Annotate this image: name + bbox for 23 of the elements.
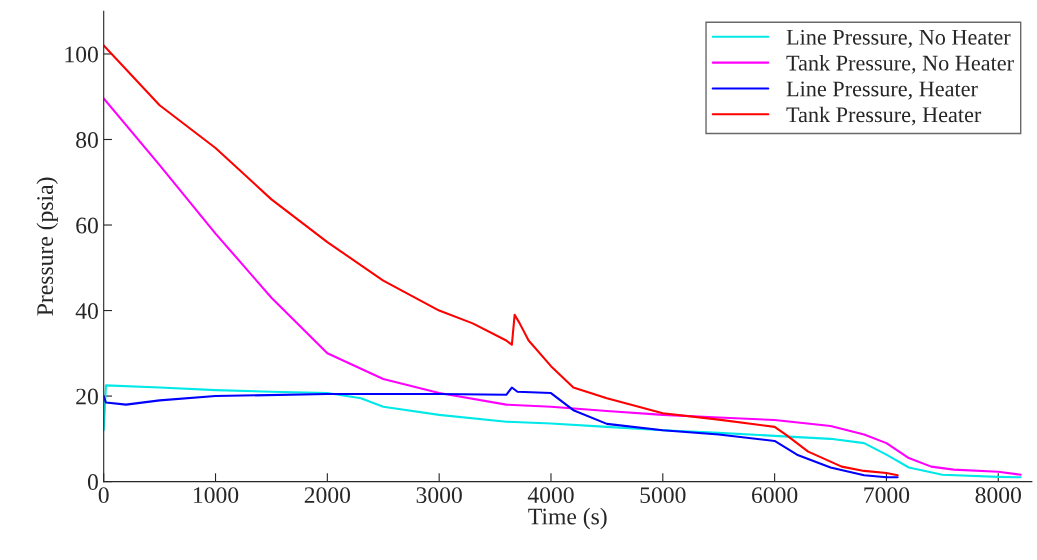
y-tick-label: 80 — [76, 131, 98, 148]
y-tick-label: 40 — [75, 303, 98, 319]
x-tick-label: 4000 — [527, 487, 574, 504]
x-tick-label: 0 — [98, 487, 109, 504]
y-tick-label: 100 — [65, 46, 98, 63]
legend-label: Line Pressure, No Heater — [786, 29, 1011, 48]
x-tick-label: 2000 — [304, 487, 351, 504]
y-axis-title: Pressure (psia) — [36, 177, 58, 316]
line-series — [103, 386, 899, 479]
legend-label: Line Pressure, Heater — [786, 81, 978, 100]
x-axis-title: Time (s) — [528, 507, 607, 530]
y-tick-label: 20 — [76, 388, 98, 405]
y-tick-label: 60 — [76, 217, 98, 234]
line-series — [103, 384, 1022, 479]
x-tick-label: 8000 — [975, 487, 1021, 504]
y-tick-label: 0 — [87, 474, 98, 491]
legend-label: Tank Pressure, No Heater — [786, 54, 1014, 74]
x-tick-label: 6000 — [752, 487, 798, 504]
x-tick-label: 1000 — [193, 487, 239, 504]
x-tick-label: 7000 — [864, 487, 910, 504]
x-tick-label: 3000 — [416, 487, 462, 504]
legend-label: Tank Pressure, Heater — [786, 106, 982, 126]
x-tick-label: 5000 — [640, 487, 686, 504]
